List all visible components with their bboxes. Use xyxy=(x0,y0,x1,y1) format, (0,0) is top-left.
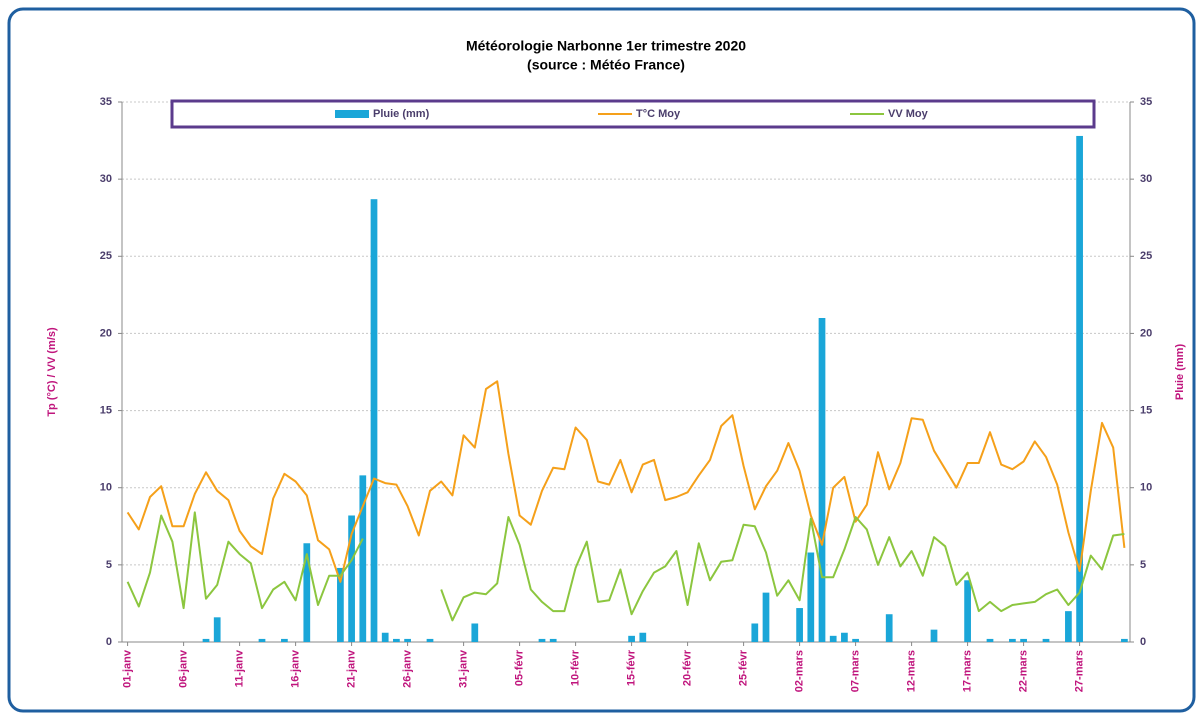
x-tick-label: 02-mars xyxy=(794,650,806,692)
bar xyxy=(404,638,411,642)
bar xyxy=(841,632,848,642)
bar xyxy=(1065,611,1072,642)
y-tick-label: 30 xyxy=(100,173,112,185)
bar xyxy=(381,632,389,642)
bar xyxy=(1042,638,1050,642)
legend-box xyxy=(170,99,1096,129)
y-tick-label: 0 xyxy=(106,636,112,648)
bar xyxy=(549,638,557,642)
frame xyxy=(7,7,1196,713)
x-tick-label: 10-févr xyxy=(570,649,582,686)
y2-axis-title: Pluie (mm) xyxy=(1174,344,1186,401)
x-tick-label: 21-janv xyxy=(346,649,358,688)
x-tick-label: 07-mars xyxy=(850,650,862,692)
line xyxy=(126,511,1125,622)
y2-tick-label: 20 xyxy=(1140,327,1152,339)
chart-title: Météorologie Narbonne 1er trimestre 2020 xyxy=(466,38,746,54)
bar xyxy=(538,638,546,642)
bar xyxy=(202,638,210,642)
y2-tick-label: 25 xyxy=(1140,250,1152,262)
bar xyxy=(930,629,938,642)
bar xyxy=(829,635,837,642)
bar xyxy=(1009,638,1016,642)
bar xyxy=(213,617,221,642)
x-tick-label: 31-janv xyxy=(458,649,470,688)
x-tick-label: 06-janv xyxy=(178,649,190,688)
bar xyxy=(986,638,994,642)
bar xyxy=(1076,135,1083,642)
y-tick-label: 5 xyxy=(106,559,112,571)
bar xyxy=(370,199,378,642)
bar xyxy=(751,623,759,642)
bar xyxy=(1020,638,1027,642)
bar xyxy=(964,580,971,642)
bar xyxy=(807,552,815,642)
x-tick-label: 26-janv xyxy=(402,649,414,688)
bar xyxy=(393,638,400,642)
y2-tick-label: 10 xyxy=(1140,482,1152,494)
bar xyxy=(303,543,311,642)
y-tick-label: 10 xyxy=(100,482,112,494)
line xyxy=(126,380,1126,583)
y2-tick-label: 0 xyxy=(1140,636,1146,648)
legend-label: Pluie (mm) xyxy=(373,108,430,120)
legend-label: T°C Moy xyxy=(636,108,681,120)
bar xyxy=(852,638,859,642)
x-tick-label: 05-févr xyxy=(514,649,526,686)
bar xyxy=(359,475,367,642)
x-tick-label: 20-févr xyxy=(682,649,694,686)
y-tick-label: 20 xyxy=(100,327,112,339)
y2-tick-label: 35 xyxy=(1140,96,1152,108)
y2-tick-label: 5 xyxy=(1140,559,1146,571)
legend-label: VV Moy xyxy=(888,108,929,120)
bar xyxy=(762,592,770,642)
x-tick-label: 25-févr xyxy=(738,649,750,686)
y-axis-title: Tp (°C) / VV (m/s) xyxy=(46,327,58,417)
y2-tick-label: 15 xyxy=(1140,404,1152,416)
x-tick-label: 01-janv xyxy=(122,649,134,688)
y-tick-label: 25 xyxy=(100,250,112,262)
x-tick-label: 12-mars xyxy=(906,650,918,692)
bar xyxy=(818,318,826,642)
y-tick-label: 15 xyxy=(100,404,112,416)
bar xyxy=(426,638,434,642)
y2-tick-label: 30 xyxy=(1140,173,1152,185)
bar xyxy=(796,608,803,642)
bar xyxy=(281,638,288,642)
bar xyxy=(1121,638,1128,642)
chart-subtitle: (source : Météo France) xyxy=(527,57,685,73)
bar xyxy=(348,515,355,642)
bar xyxy=(337,567,344,642)
x-tick-label: 17-mars xyxy=(962,650,974,692)
y-tick-label: 35 xyxy=(100,96,112,108)
bar xyxy=(471,623,479,642)
bar xyxy=(258,638,266,642)
bar xyxy=(885,614,893,642)
x-tick-label: 11-janv xyxy=(234,649,246,687)
bar xyxy=(639,632,647,642)
bar xyxy=(628,635,635,642)
x-tick-label: 22-mars xyxy=(1018,650,1030,692)
x-tick-label: 15-févr xyxy=(626,649,638,686)
x-tick-label: 16-janv xyxy=(290,649,302,688)
legend-swatch xyxy=(335,110,369,118)
x-tick-label: 27-mars xyxy=(1074,650,1086,692)
